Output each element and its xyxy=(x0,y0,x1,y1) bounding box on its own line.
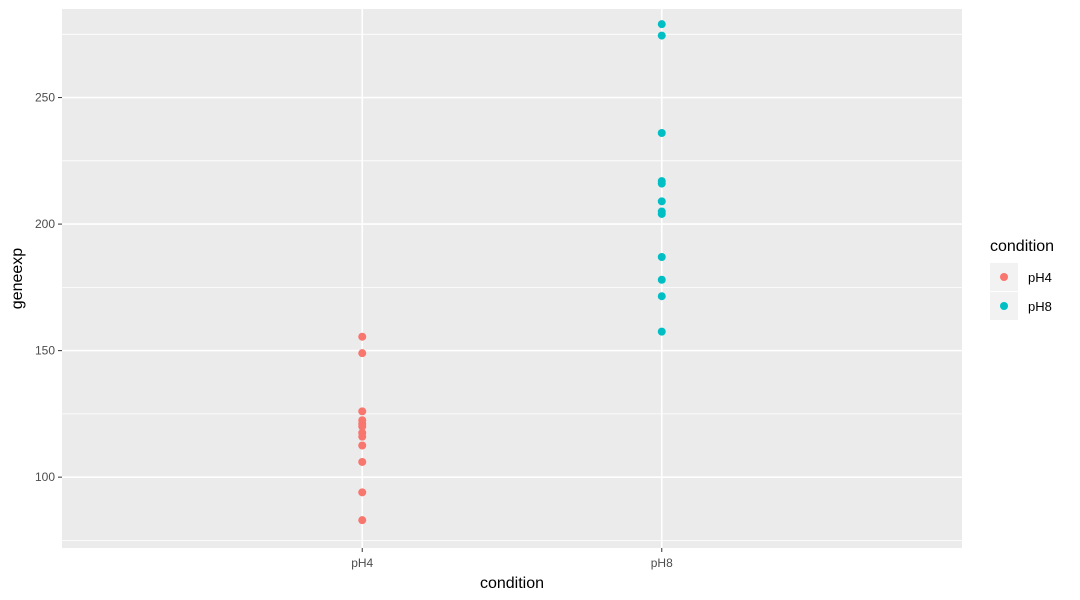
x-tick-label: pH4 xyxy=(351,556,373,570)
x-axis: pH4 pH8 xyxy=(351,548,673,570)
x-tick-label: pH8 xyxy=(651,556,673,570)
legend-key-point xyxy=(1000,302,1008,310)
y-tick-label: 100 xyxy=(35,470,55,484)
legend-entry-ph8: pH8 xyxy=(990,292,1052,320)
data-point-ph8 xyxy=(657,128,666,137)
legend-title: condition xyxy=(990,238,1054,255)
y-tick-label: 150 xyxy=(35,344,55,358)
data-point-ph8 xyxy=(657,197,666,206)
data-point-ph4 xyxy=(358,407,367,416)
data-point-ph4 xyxy=(358,349,367,358)
data-point-ph4 xyxy=(358,488,367,497)
y-tick-label: 250 xyxy=(35,91,55,105)
legend: condition pH4 pH8 xyxy=(990,238,1054,320)
data-point-ph8 xyxy=(657,31,666,40)
data-point-ph4 xyxy=(358,516,367,525)
y-axis: 100 150 200 250 xyxy=(35,91,62,484)
data-point-ph8 xyxy=(657,327,666,336)
data-point-ph8 xyxy=(657,209,666,218)
data-point-ph8 xyxy=(657,292,666,301)
legend-label: pH4 xyxy=(1028,270,1052,285)
minor-gridlines xyxy=(62,33,962,541)
data-points xyxy=(358,20,666,525)
x-axis-title: condition xyxy=(480,575,544,592)
y-tick-label: 200 xyxy=(35,217,55,231)
legend-entries: pH4 pH8 xyxy=(990,263,1052,320)
data-point-ph4 xyxy=(358,332,367,341)
data-point-ph8 xyxy=(657,179,666,188)
data-point-ph4 xyxy=(358,441,367,450)
data-point-ph4 xyxy=(358,457,367,466)
data-point-ph8 xyxy=(657,20,666,29)
y-axis-title: geneexp xyxy=(9,248,26,309)
plot-panel xyxy=(62,9,962,548)
legend-label: pH8 xyxy=(1028,299,1052,314)
data-point-ph8 xyxy=(657,275,666,284)
data-point-ph4 xyxy=(358,432,367,441)
data-point-ph8 xyxy=(657,252,666,261)
legend-key-point xyxy=(1000,273,1008,281)
legend-entry-ph4: pH4 xyxy=(990,263,1052,291)
data-point-ph4 xyxy=(358,422,367,431)
